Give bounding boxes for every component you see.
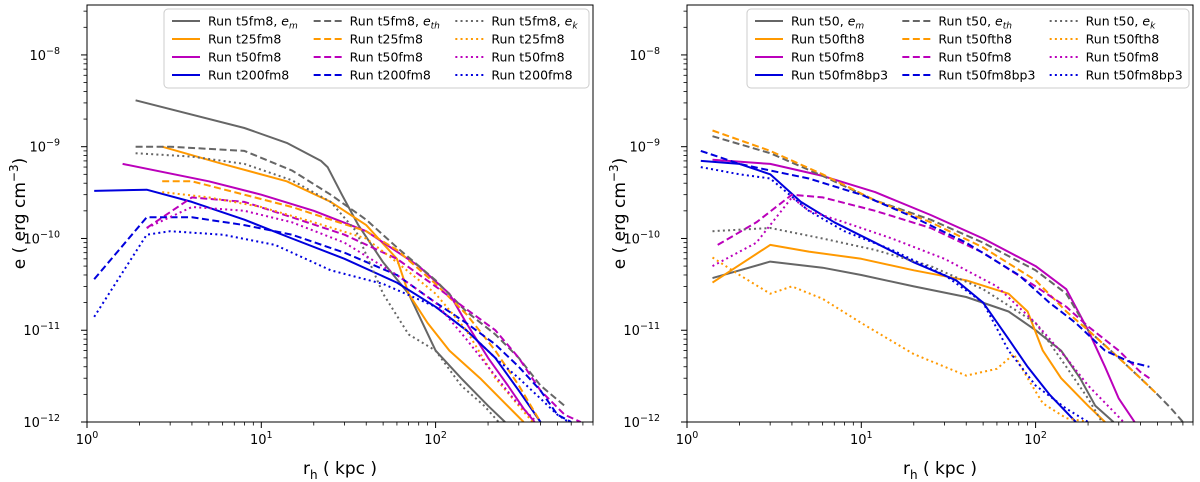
legend-label-s0: Run t50, em — [791, 14, 864, 32]
legend-label-s4: Run t50, eth — [938, 14, 1012, 32]
y-tick-label: 10−8 — [629, 46, 660, 64]
legend-label-s0: Run t5fm8, em — [208, 14, 298, 32]
series-line-s1 — [711, 243, 1106, 422]
legend-label-s10: Run t50fm8 — [491, 50, 564, 65]
series-line-s10 — [146, 206, 538, 422]
series-line-s1 — [161, 145, 525, 422]
legend-label-s2: Run t50fm8 — [791, 50, 864, 65]
series-line-s7 — [700, 149, 1150, 368]
legend-label-s7: Run t200fm8 — [350, 68, 431, 83]
legend-label-s10: Run t50fm8 — [1086, 50, 1159, 65]
legend-label-s5: Run t50fth8 — [938, 32, 1012, 47]
y-tick-label: 10−10 — [23, 229, 60, 247]
legend-box — [163, 8, 590, 89]
series-line-s10 — [712, 196, 1125, 422]
series-line-s5 — [162, 180, 542, 422]
y-tick-label: 10−10 — [623, 229, 660, 247]
legend-label-s9: Run t50fth8 — [1086, 32, 1160, 47]
y-axis-label: e ( erg cm−3) — [7, 158, 30, 270]
x-tick-label: 101 — [250, 430, 273, 448]
legend-label-s8: Run t5fm8, ek — [491, 14, 578, 32]
legend-label-s9: Run t25fm8 — [491, 32, 564, 47]
x-tick-label: 102 — [1024, 430, 1047, 448]
series-line-s8 — [712, 227, 1103, 422]
y-tick-label: 10−11 — [623, 321, 660, 339]
series-line-s8 — [135, 152, 500, 422]
series-line-s5 — [712, 129, 1159, 396]
y-axis-label: e ( erg cm−3) — [607, 158, 630, 270]
x-axis-label: rh ( kpc ) — [303, 459, 377, 482]
axes-frame — [686, 4, 1194, 423]
legend-label-s3: Run t200fm8 — [208, 68, 289, 83]
series-line-s6 — [717, 193, 1150, 380]
x-tick-label: 102 — [424, 430, 447, 448]
series-line-s7 — [93, 216, 572, 422]
x-tick-label: 100 — [676, 430, 699, 448]
series-line-s11 — [93, 230, 570, 422]
series-line-s9 — [711, 256, 1089, 422]
legend-label-s4: Run t5fm8, eth — [350, 14, 441, 32]
legend-label-s5: Run t25fm8 — [350, 32, 423, 47]
series-group — [93, 99, 582, 422]
x-axis-label: rh ( kpc ) — [903, 459, 977, 482]
legend-label-s11: Run t50fm8bp3 — [1086, 68, 1183, 83]
legend-label-s1: Run t25fm8 — [208, 32, 281, 47]
y-tick-label: 10−12 — [23, 413, 60, 431]
x-tick-label: 100 — [76, 430, 99, 448]
series-line-s3 — [700, 159, 1077, 422]
legend-label-s11: Run t200fm8 — [491, 68, 572, 83]
legend-label-s1: Run t50fth8 — [791, 32, 865, 47]
y-tick-label: 10−11 — [23, 321, 60, 339]
legend-label-s2: Run t50fm8 — [208, 50, 281, 65]
x-tick-label: 101 — [850, 430, 873, 448]
series-line-s0 — [135, 99, 506, 422]
series-group — [700, 129, 1184, 422]
series-line-s0 — [712, 260, 1115, 422]
series-line-s4 — [712, 135, 1184, 422]
series-line-s2 — [712, 158, 1136, 422]
left-panel: 100 101 102 10−12 10−11 10−10 10−9 10−8 rh ( kpc… — [7, 4, 594, 482]
legend-label-s8: Run t50, ek — [1086, 14, 1156, 32]
legend-label-s6: Run t50fm8 — [938, 50, 1011, 65]
series-line-s3 — [94, 188, 542, 422]
legend-label-s7: Run t50fm8bp3 — [938, 68, 1035, 83]
axes-frame — [86, 4, 594, 423]
right-panel: 100 101 102 10−12 10−11 10−10 10−9 10−8 rh ( kpc… — [607, 4, 1194, 482]
series-line-s9 — [162, 191, 534, 422]
y-tick-label: 10−9 — [29, 138, 60, 156]
legend-label-s6: Run t50fm8 — [350, 50, 423, 65]
legend-box — [746, 8, 1190, 89]
legend-label-s3: Run t50fm8bp3 — [791, 68, 888, 83]
series-line-s4 — [135, 145, 566, 407]
y-tick-label: 10−12 — [623, 413, 660, 431]
y-tick-label: 10−8 — [29, 46, 60, 64]
y-tick-label: 10−9 — [629, 138, 660, 156]
